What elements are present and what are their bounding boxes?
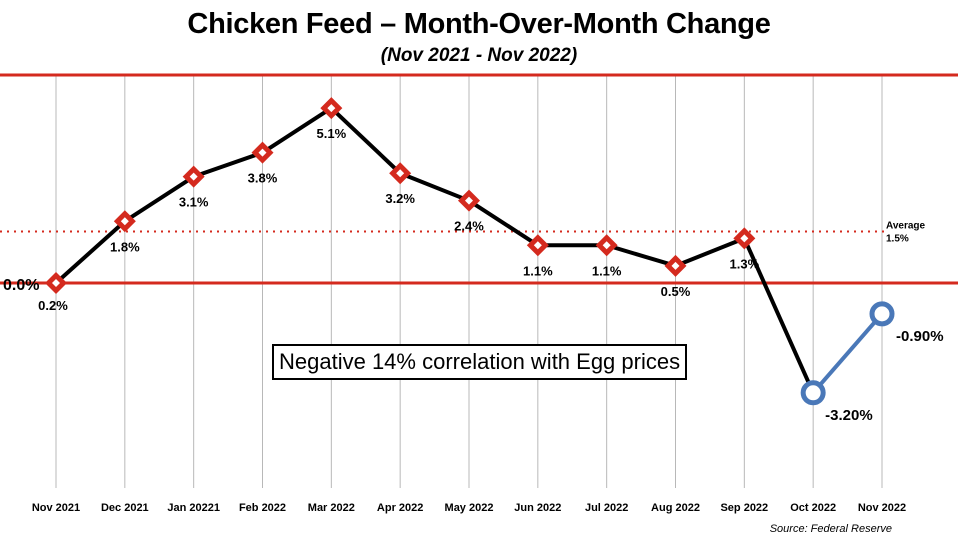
data-label: 0.5% [661, 284, 691, 299]
zero-line-label: 0.0% [3, 277, 39, 294]
x-tick-label: Jul 2022 [585, 502, 628, 514]
data-label: 3.1% [179, 195, 209, 210]
data-point-marker-center [327, 104, 336, 113]
x-tick-label: Nov 2021 [32, 502, 80, 514]
highlight-line [811, 312, 884, 395]
x-tick-label: Apr 2022 [377, 502, 423, 514]
x-tick-label: Dec 2021 [101, 502, 149, 514]
x-tick-label: Feb 2022 [239, 502, 286, 514]
average-line-value: 1.5% [886, 234, 909, 245]
data-label: -3.20% [825, 407, 873, 424]
data-point-marker-center [533, 241, 542, 250]
chart-title: Chicken Feed – Month-Over-Month Change [187, 8, 771, 40]
x-tick-label: Jan 20221 [167, 502, 220, 514]
data-point-marker-center [120, 217, 129, 226]
data-label: 2.4% [454, 219, 484, 234]
data-label: 1.1% [592, 263, 622, 278]
data-label: 5.1% [317, 126, 347, 141]
data-label: 1.3% [730, 256, 760, 271]
x-tick-label: Mar 2022 [308, 502, 355, 514]
x-tick-label: May 2022 [445, 502, 494, 514]
data-label: 3.8% [248, 171, 278, 186]
data-point-marker [869, 301, 895, 327]
data-label: 3.2% [385, 191, 415, 206]
correlation-annotation: Negative 14% correlation with Egg prices [272, 344, 688, 380]
data-point-marker-center [740, 234, 749, 243]
data-label: -0.90% [896, 328, 944, 345]
x-tick-label: Sep 2022 [720, 502, 768, 514]
data-point-marker-center [258, 148, 267, 157]
data-label: 1.1% [523, 263, 553, 278]
data-point-marker-center [52, 279, 60, 287]
chart-subtitle: (Nov 2021 - Nov 2022) [380, 45, 578, 66]
data-point-marker [800, 380, 826, 406]
data-label: 1.8% [110, 239, 140, 254]
data-point-marker-center [189, 172, 198, 181]
series-line [54, 106, 815, 394]
data-point-marker-center [465, 196, 473, 205]
x-tick-label: Jun 2022 [514, 502, 561, 514]
data-point-marker-center [671, 261, 680, 270]
x-tick-label: Aug 2022 [651, 502, 700, 514]
data-label: 0.2% [38, 298, 68, 313]
data-point-marker-center [602, 241, 611, 250]
average-line-label: Average [886, 221, 926, 232]
x-tick-label: Nov 2022 [858, 502, 906, 514]
source-note: Source: Federal Reserve [769, 523, 892, 535]
data-point-marker-center [396, 169, 405, 178]
x-tick-label: Oct 2022 [790, 502, 836, 514]
